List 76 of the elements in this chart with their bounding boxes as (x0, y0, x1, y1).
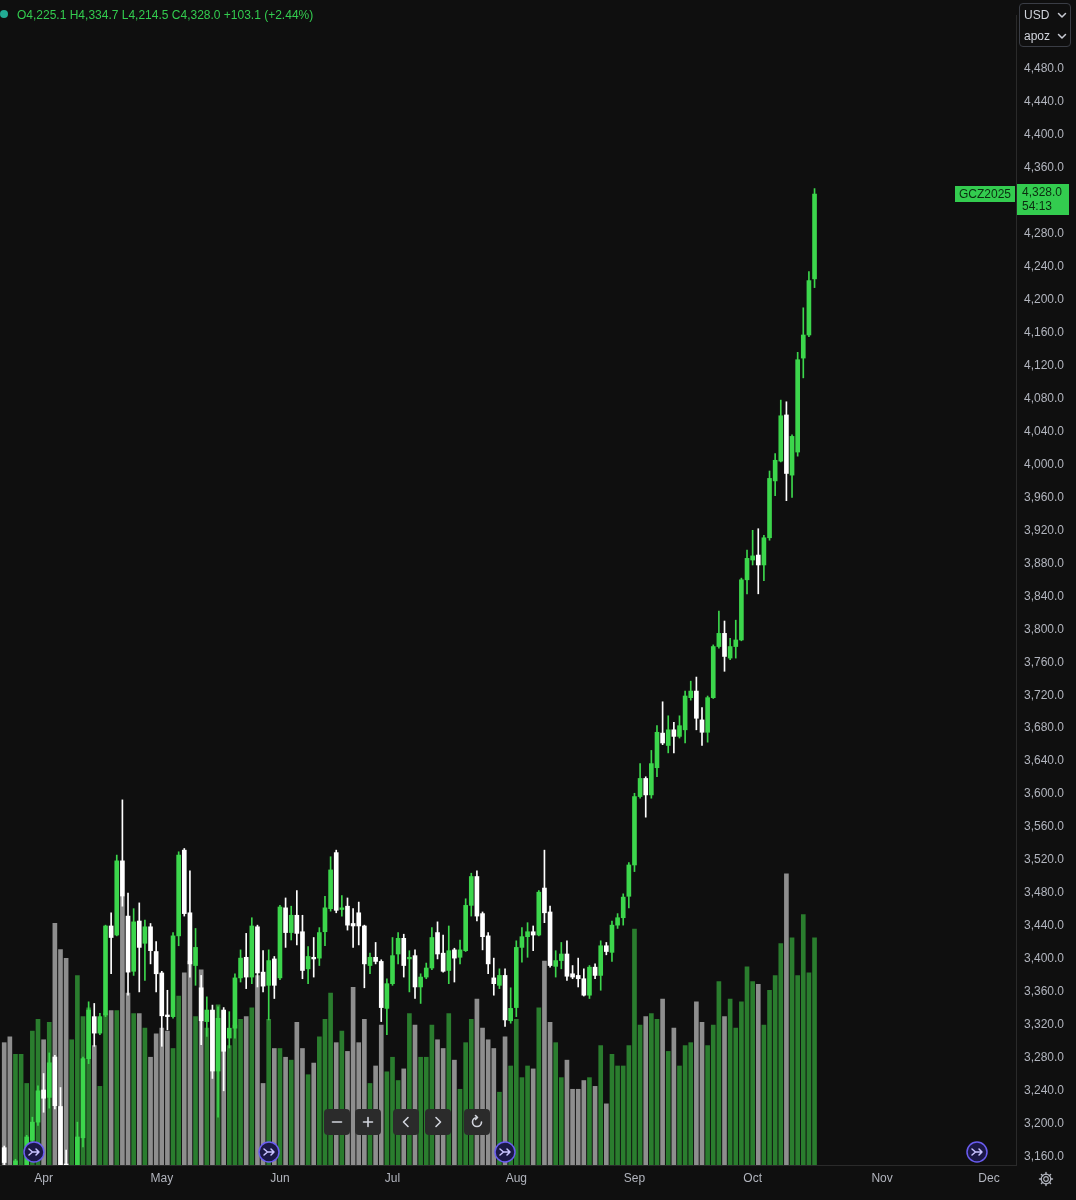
x-tick-label: Nov (871, 1170, 893, 1185)
y-tick-label: 3,560.0 (1024, 819, 1065, 834)
bar (91, 1045, 97, 1165)
bar (587, 1077, 592, 1165)
x-tick-label: Dec (978, 1170, 1000, 1185)
candlestick (530, 925, 536, 952)
y-tick-label: 3,640.0 (1024, 753, 1065, 768)
x-tick-label: Sep (623, 1170, 646, 1185)
y-tick-label: 4,480.0 (1024, 61, 1065, 76)
y-tick-label: 4,280.0 (1024, 225, 1065, 240)
y-tick-label: 4,120.0 (1024, 357, 1065, 372)
y-tick-label: 3,400.0 (1024, 951, 1065, 966)
bar (598, 1045, 604, 1165)
bar (665, 1051, 671, 1165)
bar (536, 1007, 542, 1165)
y-tick-label: 3,720.0 (1024, 687, 1065, 702)
chart-title: O4,225.1 H4,334.7 L4,214.5 C4,328.0 +103.1 (+2.44%) (17, 8, 314, 22)
x-tick-label: Apr (34, 1170, 53, 1185)
y-tick-label: 3,200.0 (1024, 1116, 1065, 1131)
x-tick-label: May (150, 1170, 174, 1185)
bar (722, 1016, 727, 1165)
y-tick-label: 4,200.0 (1024, 291, 1065, 306)
y-tick-label: 3,320.0 (1024, 1017, 1065, 1032)
bar (249, 1007, 255, 1165)
y-tick-label: 3,800.0 (1024, 621, 1065, 636)
y-tick-label: 3,760.0 (1024, 654, 1065, 669)
y-tick-label: 3,880.0 (1024, 555, 1065, 570)
bar (204, 1027, 210, 1165)
y-tick-label: 3,240.0 (1024, 1083, 1065, 1098)
y-tick-label: 4,440.0 (1024, 94, 1065, 109)
x-tick-label: Aug (505, 1170, 527, 1185)
x-tick-label: Jul (384, 1170, 401, 1185)
bar (784, 873, 789, 1165)
text: apoz (1024, 29, 1051, 43)
y-tick-label: 3,280.0 (1024, 1050, 1065, 1065)
y-tick-label: 4,360.0 (1024, 159, 1065, 174)
y-tick-label: 4,040.0 (1024, 423, 1065, 438)
y-tick-label: 3,160.0 (1024, 1149, 1065, 1164)
x-tick-label: Jun (270, 1170, 290, 1185)
bar (755, 984, 761, 1165)
bar (41, 1039, 46, 1165)
bar (136, 1013, 142, 1165)
candlestick (311, 937, 317, 978)
y-tick-label: 4,400.0 (1024, 127, 1065, 142)
candlestick (755, 528, 761, 595)
y-tick-label: 3,680.0 (1024, 720, 1065, 735)
bar (283, 1056, 288, 1165)
y-tick-label: 3,360.0 (1024, 984, 1065, 999)
y-tick-label: 3,600.0 (1024, 786, 1065, 801)
text: USD (1024, 8, 1050, 22)
annotation: GCZ2025 (954, 186, 1015, 202)
text: 4,328.0 (1022, 185, 1063, 199)
y-tick-label: 3,480.0 (1024, 885, 1065, 900)
bar (660, 998, 665, 1165)
y-tick-label: 4,080.0 (1024, 390, 1065, 405)
bar (311, 1062, 317, 1165)
bar (604, 1103, 609, 1165)
bar (193, 1016, 198, 1165)
y-tick-label: 4,240.0 (1024, 258, 1065, 273)
bar (131, 1013, 136, 1165)
bar (452, 1059, 457, 1165)
y-tick-label: 4,000.0 (1024, 456, 1065, 471)
y-tick-label: 3,920.0 (1024, 522, 1065, 537)
bar (114, 1010, 120, 1165)
y-tick-label: 3,840.0 (1024, 588, 1065, 603)
x-tick-label: Oct (743, 1170, 763, 1185)
y-tick-label: 3,520.0 (1024, 852, 1065, 867)
y-tick-label: 3,440.0 (1024, 918, 1065, 933)
y-tick-label: 4,160.0 (1024, 324, 1065, 339)
bar (288, 1059, 294, 1165)
y-tick-label: 3,960.0 (1024, 489, 1065, 504)
bar (530, 1068, 536, 1165)
bar (243, 1016, 249, 1165)
candlestick (491, 957, 497, 996)
text: 54:13 (1022, 199, 1053, 213)
bar (643, 1016, 649, 1165)
